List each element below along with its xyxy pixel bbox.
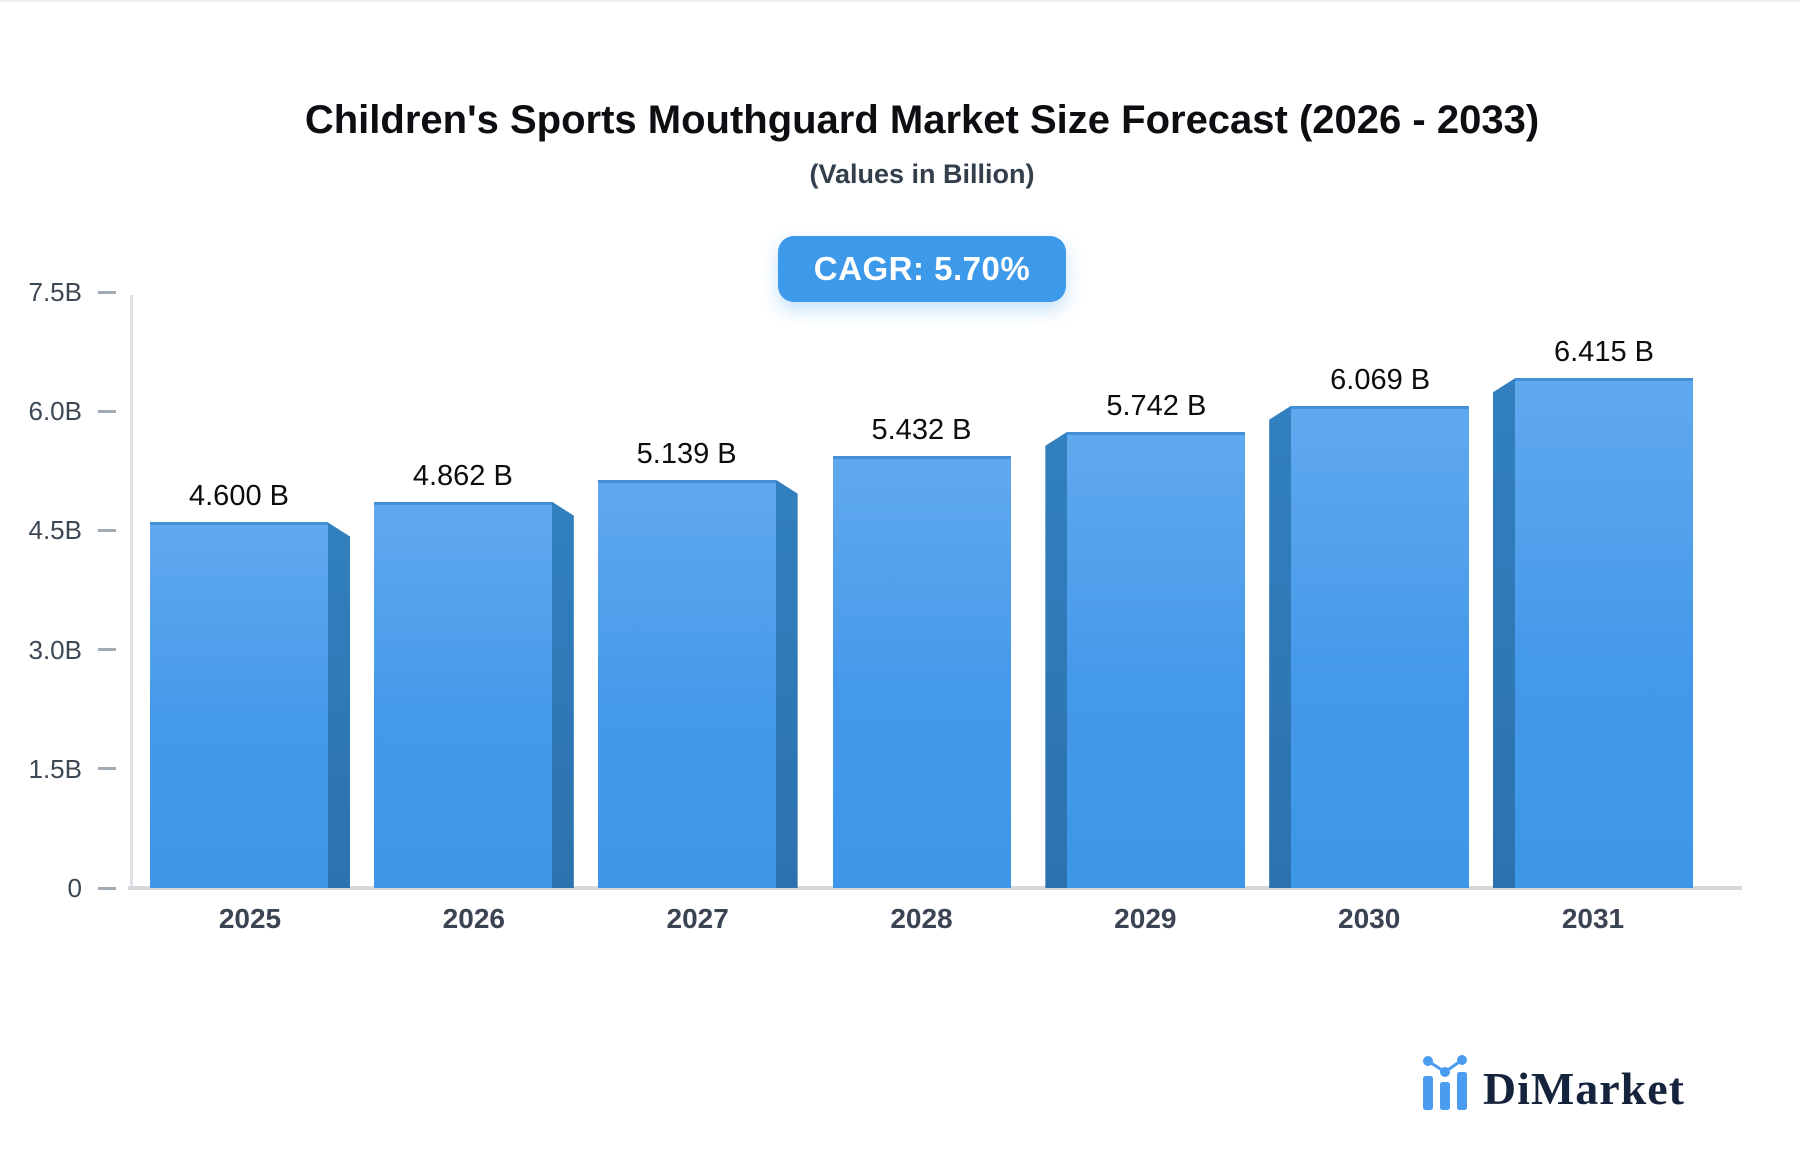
- x-axis-label: 2026: [442, 903, 505, 934]
- brand-logo: DiMarket: [1421, 1054, 1685, 1112]
- bar-value-label: 4.600 B: [189, 480, 289, 513]
- x-axis-label: 2029: [1114, 903, 1177, 934]
- y-axis-tick-label: 7.5B: [28, 277, 83, 307]
- bar-2027-side-face: [775, 479, 798, 888]
- y-axis-line: [130, 295, 133, 888]
- bar-2031-side-face: [1493, 378, 1515, 888]
- bar-value-label: 5.432 B: [871, 414, 972, 447]
- y-axis-tick-mark: [98, 528, 116, 532]
- x-axis-baseline: [128, 886, 1742, 890]
- y-axis-tick-mark: [98, 767, 116, 771]
- chart-title: Children's Sports Mouthguard Market Size…: [304, 98, 1540, 142]
- bar-2028: [832, 456, 1011, 888]
- bar-2026: [373, 501, 552, 888]
- bar-2025: [150, 522, 328, 888]
- bar-value-label: 6.069 B: [1330, 363, 1431, 396]
- cagr-badge: CAGR: 5.70%: [777, 236, 1067, 302]
- y-axis-tick-label: 1.5B: [28, 753, 83, 784]
- bar-2029-side-face: [1045, 431, 1068, 888]
- y-axis-tick-mark: [98, 648, 116, 652]
- y-axis-tick-label: 3.0B: [28, 634, 83, 665]
- y-axis-tick-label: 0: [67, 873, 82, 903]
- bar-2026-side-face: [551, 501, 574, 888]
- bar-2025-side-face: [328, 522, 350, 888]
- bar-value-label: 4.862 B: [412, 459, 513, 492]
- y-axis-tick-mark: [98, 290, 116, 294]
- bar-2030: [1291, 405, 1470, 888]
- y-axis-tick-label: 4.5B: [28, 515, 83, 546]
- bar-2030-side-face: [1269, 405, 1292, 888]
- chart-subtitle: (Values in Billion): [809, 159, 1035, 189]
- y-axis-tick-mark: [98, 886, 116, 890]
- bar-2027: [597, 479, 776, 888]
- bar-2031: [1515, 378, 1693, 888]
- y-axis-tick-label: 6.0B: [28, 396, 83, 427]
- chart-header: Children's Sports Mouthguard Market Size…: [22, 2, 1800, 302]
- x-axis-label: 2031: [1561, 903, 1625, 934]
- y-axis-tick-mark: [98, 409, 116, 413]
- brand-logo-icon: [1422, 1055, 1467, 1110]
- x-axis-label: 2027: [666, 903, 729, 934]
- bar-value-label: 5.742 B: [1106, 389, 1207, 422]
- x-axis-label: 2028: [890, 903, 953, 934]
- brand-logo-text: DiMarket: [1482, 1063, 1685, 1114]
- bar-value-label: 6.415 B: [1554, 336, 1654, 369]
- bar-value-label: 5.139 B: [636, 437, 737, 470]
- bar-2029: [1067, 431, 1246, 888]
- x-axis-label: 2030: [1338, 903, 1401, 934]
- x-axis-label: 2025: [218, 903, 282, 934]
